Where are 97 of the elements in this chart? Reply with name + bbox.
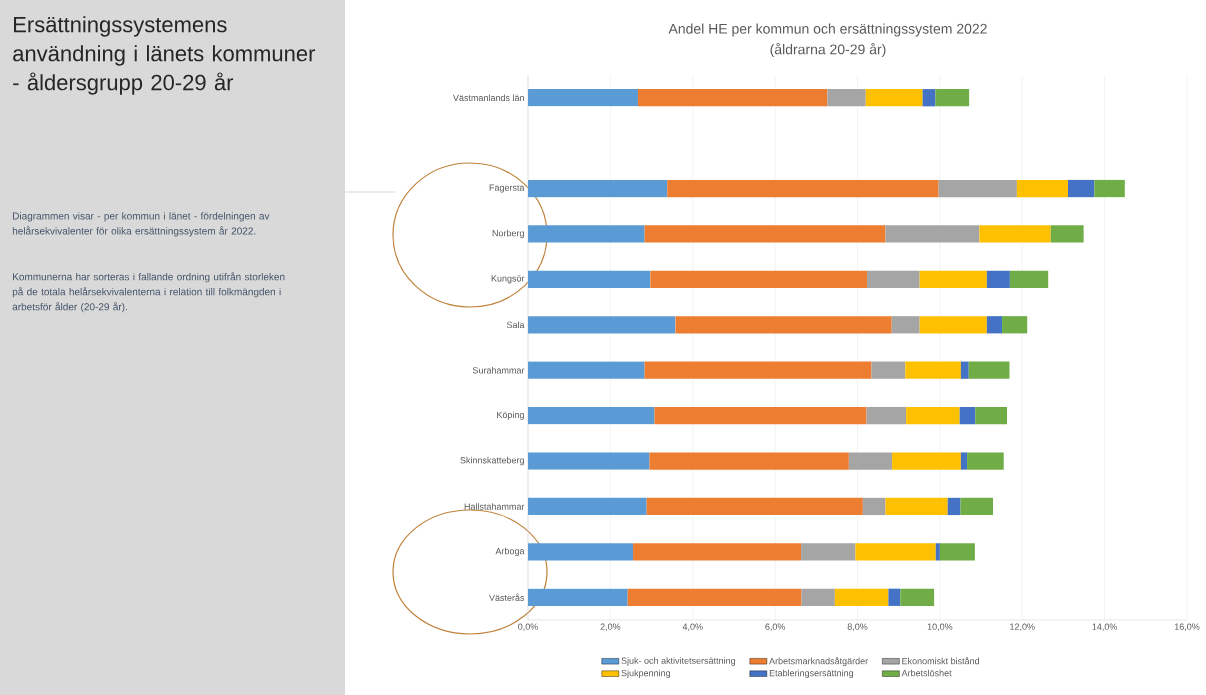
- bar: [801, 588, 835, 606]
- y-tick-label: Arboga: [495, 547, 525, 557]
- bar: [801, 543, 856, 561]
- x-tick-label: 2,0%: [600, 623, 621, 631]
- bar: [939, 543, 975, 561]
- bar: [968, 361, 1010, 379]
- bar: [959, 406, 976, 425]
- bar: [885, 497, 948, 516]
- bar: [834, 588, 889, 606]
- bar: [986, 316, 1003, 334]
- bar: [862, 497, 886, 516]
- bar: [905, 361, 961, 379]
- bar: [1016, 179, 1068, 198]
- bar: [627, 588, 802, 606]
- bar: [935, 543, 940, 561]
- bar: [935, 89, 970, 107]
- bar: [528, 179, 668, 198]
- bar: [960, 361, 969, 379]
- bar: [919, 270, 987, 288]
- bar: [1094, 179, 1125, 198]
- bar: [528, 316, 676, 334]
- text: Ersättningssystemens användning i länets kommuner: [13, 16, 316, 66]
- bar: [885, 225, 980, 243]
- chart-title: Andel HE per kommun och ersättningssystem 2022: [668, 23, 987, 37]
- bar: [960, 497, 994, 516]
- bar: [528, 452, 650, 470]
- bar: [649, 452, 849, 470]
- bar: [646, 497, 863, 516]
- bar: [528, 497, 647, 516]
- legend-label: Sjuk- och aktivitetsersättning: [621, 657, 735, 666]
- x-tick-label: 4,0%: [682, 623, 703, 631]
- bar: [866, 270, 920, 288]
- y-tick-label: Kungsör: [491, 275, 525, 284]
- bar: [865, 89, 923, 107]
- x-tick-label: 14,0%: [1092, 623, 1118, 631]
- bar: [528, 89, 638, 107]
- y-tick-label: Västmanlands län: [452, 94, 524, 102]
- bar: [919, 316, 987, 334]
- bar: [960, 452, 968, 470]
- bar: [938, 179, 1017, 198]
- y-tick-label: Skinnskatteberg: [460, 456, 524, 466]
- y-tick-label: Fagersta: [489, 184, 525, 193]
- x-tick-label: 8,0%: [847, 623, 868, 631]
- bar: [947, 497, 961, 516]
- bar: [986, 270, 1010, 288]
- legend-label: Arbetsmarknadsåtgärder: [769, 656, 868, 667]
- bar: [888, 588, 901, 606]
- bar: [644, 225, 886, 243]
- bar: [900, 588, 935, 606]
- bar: [827, 89, 866, 107]
- bar: [891, 316, 920, 334]
- bar: [906, 406, 960, 425]
- bar: [979, 225, 1051, 243]
- text: - åldersgrupp 20-29 år: [13, 72, 234, 95]
- bar: [1002, 316, 1028, 334]
- bar: [528, 225, 645, 243]
- chart-subtitle: (åldrarna 20-29 år): [770, 42, 886, 58]
- legend-label: Sjukpenning: [621, 669, 670, 679]
- bar: [675, 316, 892, 334]
- bar: [892, 452, 961, 470]
- bar: [1009, 270, 1049, 288]
- bar: [633, 543, 802, 561]
- x-tick-label: 10,0%: [927, 623, 953, 631]
- x-tick-label: 12,0%: [1010, 623, 1035, 631]
- y-tick-label: Hallstahammar: [464, 503, 525, 510]
- y-tick-label: Norberg: [492, 229, 524, 239]
- bar: [528, 588, 628, 606]
- y-tick-label: Köping: [497, 411, 524, 420]
- bar: [637, 89, 828, 107]
- legend-label: Etableringsersättning: [769, 669, 854, 679]
- bar: [855, 543, 936, 561]
- bar: [871, 361, 906, 379]
- y-tick-label: Sala: [506, 321, 525, 329]
- x-tick-label: 16,0%: [1174, 623, 1200, 631]
- bar: [644, 361, 872, 379]
- legend-label: Arbetslöshet: [901, 669, 952, 677]
- bar: [1050, 225, 1084, 243]
- bar: [866, 406, 907, 425]
- bar: [667, 179, 939, 198]
- bar: [528, 406, 655, 425]
- bar: [848, 452, 893, 470]
- text: Diagrammen visar - per kommun i länet - fördelningen av helårsekvivalenter för olika ersättningssystem år 2022.: [12, 212, 270, 237]
- x-tick-label: 0,0%: [518, 623, 538, 631]
- legend-label: Ekonomiskt bistånd: [902, 656, 980, 665]
- bar: [967, 452, 1004, 470]
- bar: [528, 361, 645, 379]
- bar: [1067, 179, 1095, 198]
- bar: [922, 89, 936, 107]
- bar: [654, 406, 867, 425]
- y-tick-label: Västerås: [489, 593, 525, 601]
- bar: [528, 543, 634, 561]
- bar: [650, 270, 867, 288]
- bar: [528, 270, 651, 288]
- text: Kommunerna har sorteras i fallande ordning utifrån storleken på de totala helårsekvivalenterna i relation till folkmängden i arbetsför ålder (20-29 år).: [12, 272, 285, 313]
- x-tick-label: 6,0%: [765, 623, 786, 631]
- y-tick-label: Surahammar: [472, 366, 525, 374]
- bar: [975, 406, 1008, 425]
